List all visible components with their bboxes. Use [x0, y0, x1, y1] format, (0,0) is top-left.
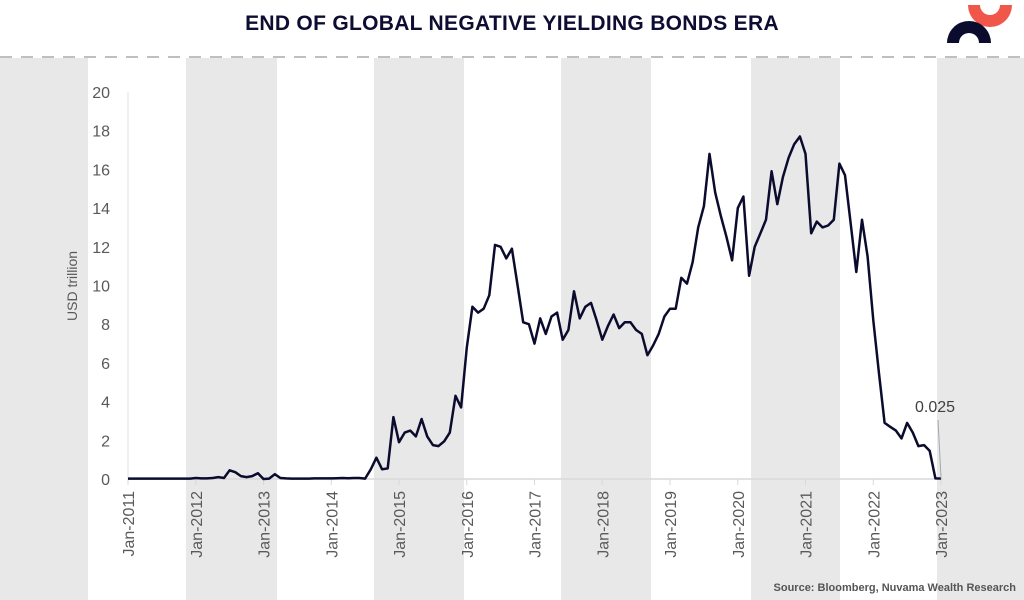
y-tick-label: 14 — [92, 201, 110, 218]
background-band — [751, 58, 840, 600]
y-tick-label: 20 — [92, 85, 110, 102]
y-tick-label: 2 — [101, 433, 110, 450]
background-bands — [0, 58, 1024, 600]
logo-top-arc — [968, 5, 1012, 27]
series-line — [128, 135, 942, 481]
y-tick-label: 12 — [92, 240, 110, 257]
y-tick-label: 0 — [101, 472, 110, 489]
x-tick-label: Jan-2016 — [460, 491, 477, 558]
background-band — [0, 58, 88, 600]
y-axis-label: USD trillion — [64, 251, 80, 321]
x-tick-label: Jan-2011 — [121, 491, 138, 557]
x-tick-label: Jan-2018 — [595, 491, 612, 558]
chart-title: END OF GLOBAL NEGATIVE YIELDING BONDS ER… — [245, 12, 779, 35]
y-axis-ticks: 0 2 4 6 8 10 12 14 16 18 20 — [92, 85, 110, 489]
background-band — [937, 58, 1024, 600]
y-tick-label: 8 — [101, 317, 110, 334]
x-tick-label: Jan-2023 — [934, 491, 951, 558]
y-tick-label: 16 — [92, 162, 110, 179]
source-note: Source: Bloomberg, Nuvama Wealth Researc… — [773, 582, 1016, 594]
annotation-label: 0.025 — [915, 399, 955, 416]
y-tick-label: 6 — [101, 356, 110, 373]
x-tick-label: Jan-2017 — [528, 491, 545, 558]
background-band — [374, 58, 464, 600]
x-tick-label: Jan-2021 — [799, 491, 816, 558]
x-tick-label: Jan-2015 — [392, 491, 409, 558]
x-tick-label: Jan-2019 — [663, 491, 680, 558]
x-tick-label: Jan-2013 — [257, 491, 274, 558]
y-tick-label: 10 — [92, 279, 110, 296]
x-tick-label: Jan-2022 — [866, 491, 883, 558]
logo-bottom-arc — [947, 21, 991, 43]
annotation-leader — [937, 419, 942, 479]
x-tick-label: Jan-2012 — [189, 491, 206, 558]
y-tick-label: 18 — [92, 124, 110, 141]
x-tick-label: Jan-2014 — [324, 491, 341, 558]
y-tick-label: 4 — [101, 395, 110, 412]
x-tick-label: Jan-2020 — [731, 491, 748, 558]
background-band — [186, 58, 277, 600]
logo — [947, 5, 1012, 43]
